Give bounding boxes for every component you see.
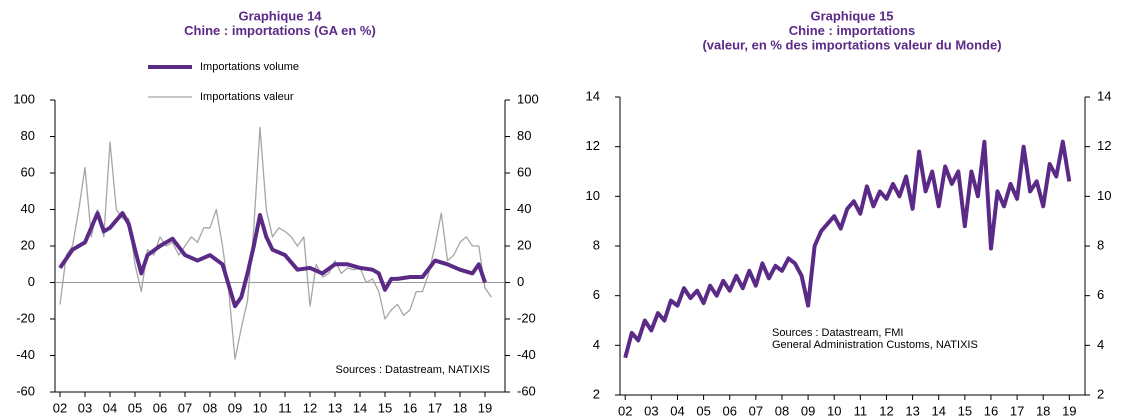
y2-tick-label: -60 [517,383,536,398]
x-tick-label: 05 [128,400,142,415]
series-line [59,126,492,360]
y-tick-label: 20 [21,237,35,252]
y2-tick-label: 10 [1097,188,1111,203]
y2-tick-label: 60 [517,164,531,179]
annotation: General Administration Customs, NATIXIS [772,339,978,351]
y-tick-label: -20 [16,310,35,325]
x-tick-label: 16 [403,400,417,415]
x-tick-label: 19 [1062,403,1076,418]
x-tick-label: 16 [984,403,998,418]
x-tick-label: 05 [696,403,710,418]
y-tick-label: 14 [586,88,600,103]
y-tick-label: 10 [586,188,600,203]
y-tick-label: 60 [21,164,35,179]
chart-title: Chine : importations (GA en %) [184,23,376,38]
y2-tick-label: 6 [1097,287,1104,302]
x-tick-label: 14 [931,403,945,418]
x-tick-label: 09 [228,400,242,415]
y2-tick-label: 40 [517,201,531,216]
x-tick-label: 19 [478,400,492,415]
x-tick-label: 11 [854,403,868,418]
x-tick-label: 15 [958,403,972,418]
y2-tick-label: 4 [1097,337,1104,352]
x-tick-label: 17 [1010,403,1024,418]
y-tick-label: 2 [593,386,600,401]
x-tick-label: 03 [644,403,658,418]
y-tick-label: 6 [593,287,600,302]
y-tick-label: -60 [16,383,35,398]
x-tick-label: 14 [353,400,367,415]
chart-title: Graphique 14 [238,8,322,23]
chart-title: Graphique 15 [810,8,893,23]
x-tick-label: 06 [722,403,736,418]
x-tick-label: 18 [1036,403,1050,418]
y2-tick-label: -20 [517,310,536,325]
y-tick-label: 8 [593,237,600,252]
y-tick-label: 12 [586,138,600,153]
y2-tick-label: 14 [1097,88,1111,103]
y-tick-label: 80 [21,128,35,143]
x-tick-label: 17 [428,400,442,415]
y-tick-label: 40 [21,201,35,216]
chart-title: Chine : importations [789,23,915,38]
series-line [58,211,487,309]
x-tick-label: 13 [905,403,919,418]
y-tick-label: -40 [16,347,35,362]
y-tick-label: 4 [593,337,600,352]
x-tick-label: 02 [618,403,632,418]
y2-tick-label: -40 [517,347,536,362]
x-tick-label: 18 [453,400,467,415]
x-tick-label: 02 [53,400,67,415]
x-tick-label: 04 [103,400,117,415]
y2-tick-label: 2 [1097,386,1104,401]
annotation: Sources : Datastream, FMI [772,327,903,339]
y-tick-label: 0 [28,274,35,289]
x-tick-label: 07 [749,403,763,418]
series-line [623,139,1072,359]
y2-tick-label: 12 [1097,138,1111,153]
x-tick-label: 10 [827,403,841,418]
legend-label: Importations valeur [200,91,294,103]
x-tick-label: 15 [378,400,392,415]
x-tick-label: 07 [178,400,192,415]
x-tick-label: 08 [203,400,217,415]
y2-tick-label: 8 [1097,237,1104,252]
x-tick-label: 12 [879,403,893,418]
chart-title: (valeur, en % des importations valeur du… [702,37,1001,52]
x-tick-label: 10 [253,400,267,415]
x-tick-label: 06 [153,400,167,415]
x-tick-label: 09 [801,403,815,418]
x-tick-label: 12 [303,400,317,415]
y2-tick-label: 0 [517,274,524,289]
y2-tick-label: 100 [517,91,539,106]
x-tick-label: 13 [328,400,342,415]
y2-tick-label: 20 [517,237,531,252]
y-tick-label: 100 [13,91,35,106]
x-tick-label: 08 [775,403,789,418]
x-tick-label: 04 [670,403,684,418]
legend-label: Importations volume [200,61,299,73]
annotation: Sources : Datastream, NATIXIS [336,364,490,376]
x-tick-label: 11 [278,400,292,415]
x-tick-label: 03 [78,400,92,415]
y2-tick-label: 80 [517,128,531,143]
